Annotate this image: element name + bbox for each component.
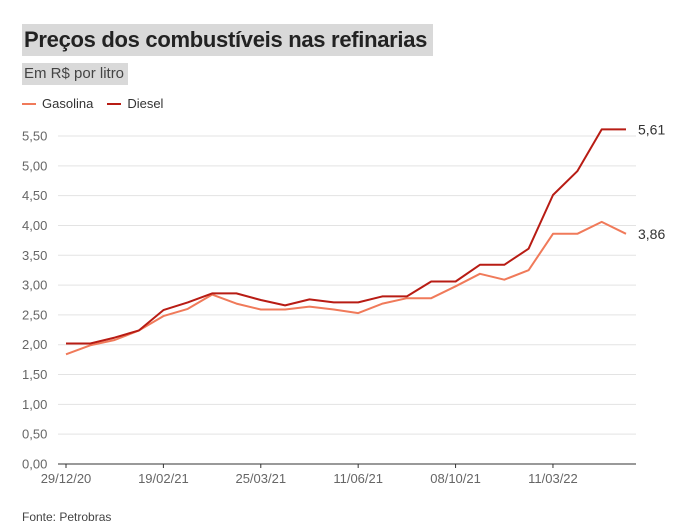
x-tick-label: 25/03/21: [235, 471, 286, 486]
y-tick-label: 4,00: [22, 218, 47, 233]
legend-label-diesel: Diesel: [127, 96, 164, 111]
y-tick-label: 2,50: [22, 307, 47, 322]
legend-label-gasolina: Gasolina: [42, 96, 94, 111]
y-tick-label: 2,00: [22, 337, 47, 352]
x-tick-label: 08/10/21: [430, 471, 481, 486]
legend-swatch-diesel: [107, 102, 122, 105]
y-tick-label: 5,00: [22, 158, 47, 173]
chart-source: Fonte: Petrobras: [22, 510, 112, 524]
series-line-gasolina: [65, 220, 627, 356]
series-line-diesel: [66, 128, 626, 345]
x-tick-label: 11/03/22: [528, 471, 578, 486]
y-tick-label: 0,50: [22, 427, 47, 442]
y-tick-label: 3,50: [22, 248, 47, 263]
y-tick-label: 5,50: [22, 129, 47, 144]
end-label-diesel: 5,61: [638, 121, 665, 137]
x-tick-label: 29/12/20: [41, 471, 92, 486]
end-label-gasolina: 3,86: [638, 226, 665, 242]
x-tick-label: 11/06/21: [333, 471, 383, 486]
x-tick-label: 19/02/21: [138, 471, 189, 486]
y-tick-label: 0,00: [22, 457, 47, 472]
y-tick-label: 1,00: [22, 397, 47, 412]
y-tick-label: 3,00: [22, 278, 47, 293]
chart-subtitle: Em R$ por litro: [22, 63, 129, 85]
chart-title: Preços dos combustíveis nas refinarias: [22, 24, 434, 56]
legend-item-gasolina: Gasolina: [22, 96, 93, 111]
y-tick-label: 1,50: [22, 367, 47, 382]
chart-legend: Gasolina Diesel: [22, 96, 177, 111]
legend-item-diesel: Diesel: [107, 96, 163, 111]
legend-swatch-gasolina: [22, 102, 36, 105]
y-tick-label: 4,50: [22, 188, 47, 203]
